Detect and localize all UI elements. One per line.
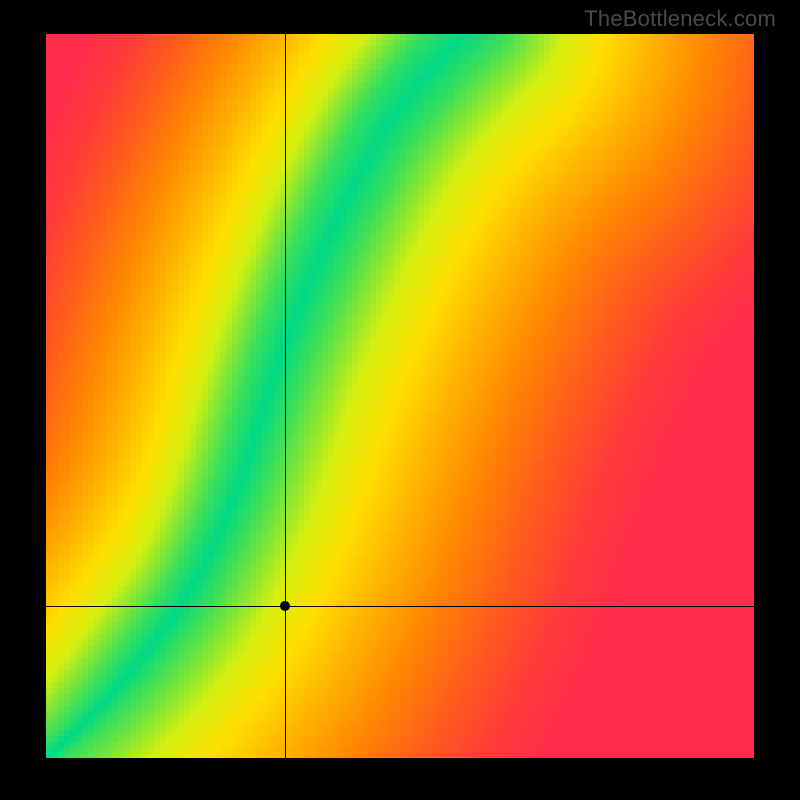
- heatmap-canvas: [46, 34, 754, 758]
- watermark-text: TheBottleneck.com: [584, 6, 776, 32]
- plot-area: [46, 34, 754, 758]
- chart-outer: TheBottleneck.com: [0, 0, 800, 800]
